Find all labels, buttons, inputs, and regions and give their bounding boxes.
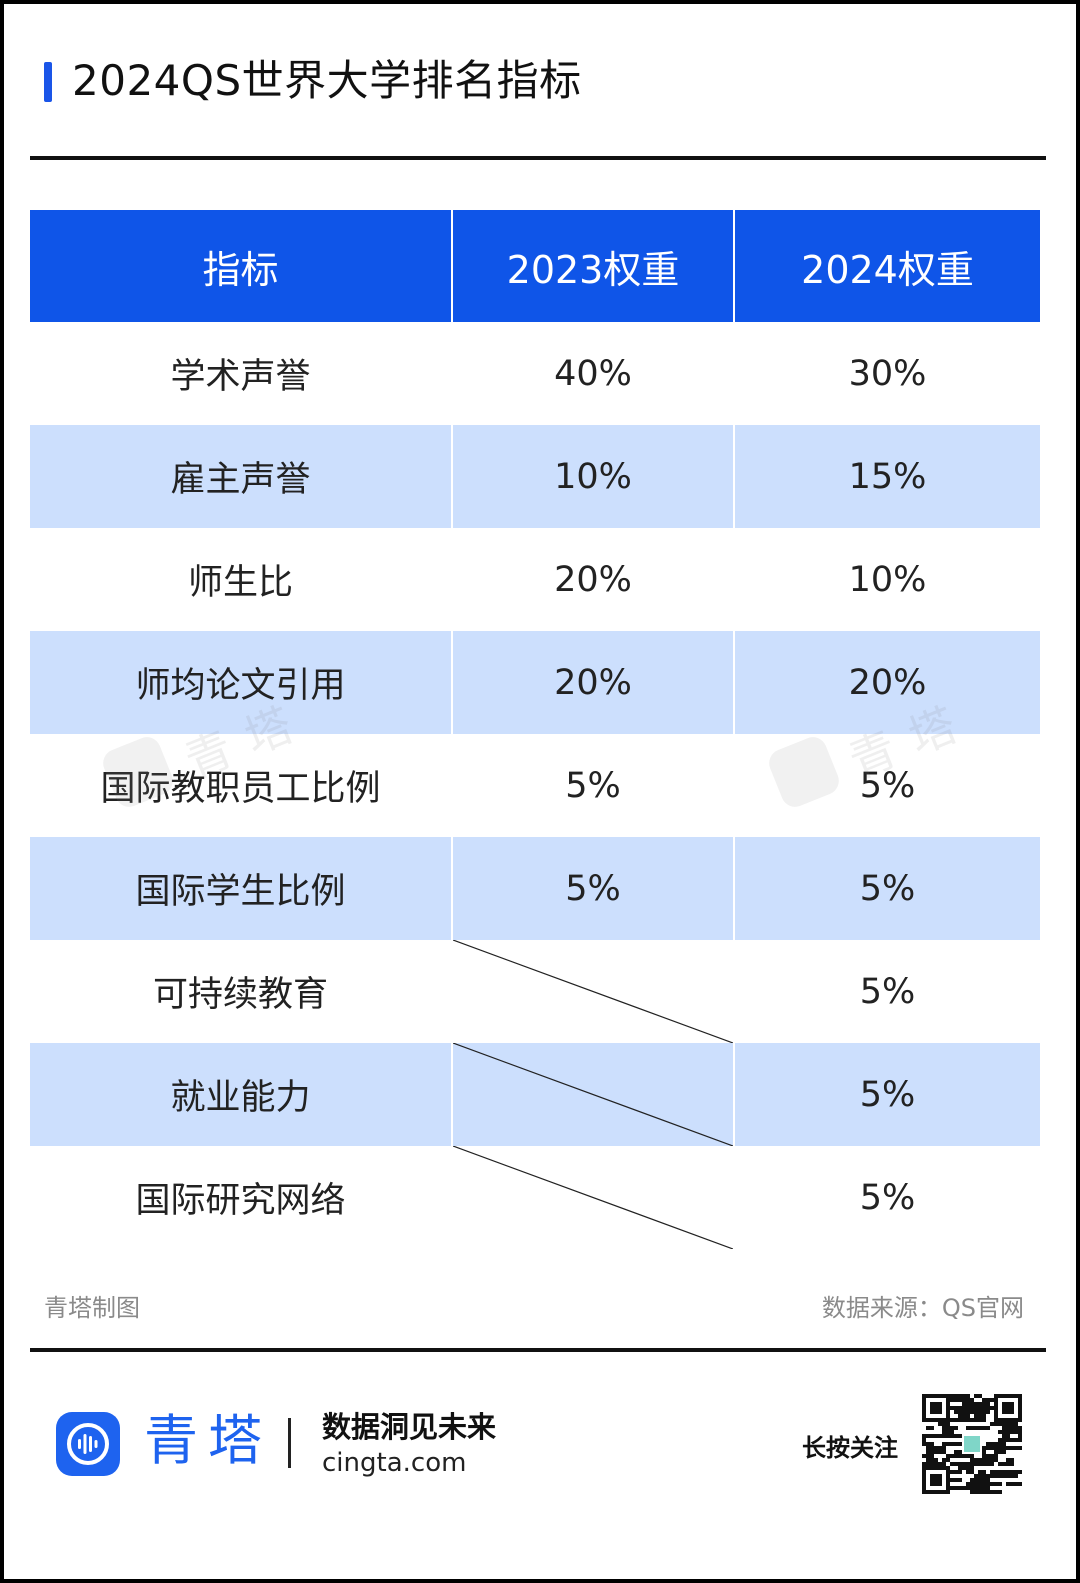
diagonal-slash [453,1043,733,1146]
diagonal-slash [453,1146,733,1249]
data-source: 数据来源：QS官网 [821,1294,1024,1322]
indicator-cell: 雇主声誉 [30,425,452,528]
table-row: 可持续教育 5% [30,940,1040,1043]
weight-2024-cell: 5% [733,837,1040,940]
weight-2024-cell: 30% [733,322,1040,425]
brand-site-link[interactable]: cingta.com [322,1448,467,1478]
not-applicable-cell [451,940,734,1043]
follow-prompt: 长按关注 [802,1434,898,1462]
table-row: 国际教职员工比例 5% 5% [30,734,1040,837]
indicator-cell: 国际研究网络 [135,1181,346,1221]
weight-2024-cell: 5% [733,1146,1040,1249]
weight-2024-cell: 15% [733,425,1040,528]
weight-2023-cell: 20% [451,528,734,631]
table-row: 师均论文引用 20% 20% [30,631,1040,734]
header-indicator: 指标 [30,210,452,322]
bottom-divider [30,1348,1046,1352]
weight-2023-cell: 5% [451,734,734,837]
table-row: 师生比 20% 10% [30,528,1040,631]
table-row: 学术声誉 40% 30% [30,322,1040,425]
top-divider [30,156,1046,160]
not-applicable-cell [451,1043,734,1146]
table-body: 学术声誉 40% 30% 雇主声誉 10% 15% 师生比 20% 10% 师均论文引用 20% 20… [30,322,1040,1249]
brand-slogan: 数据洞见未来 [322,1410,497,1444]
diagonal-slash [453,940,733,1043]
table-row: 国际学生比例 5% 5% [30,837,1040,940]
brand-name: 青塔 [144,1409,272,1472]
weight-2023-cell: 10% [451,425,734,528]
header-2024-weight: 2024权重 [733,210,1040,322]
page-title: 2024QS世界大学排名指标 [72,56,582,105]
indicator-cell: 国际教职员工比例 [100,769,381,809]
weight-2023-cell: 20% [451,631,734,734]
weight-2024-cell: 10% [733,528,1040,631]
table-row: 国际研究网络 5% [30,1146,1040,1249]
header-2023-weight: 2023权重 [451,210,734,322]
not-applicable-cell [451,1146,734,1249]
weights-table: 指标 2023权重 2024权重 学术声誉 40% 30% 雇主声誉 10% 15% 师生比… [30,210,1040,1249]
weight-2023-cell: 5% [451,837,734,940]
indicator-cell: 可持续教育 [152,975,328,1015]
indicator-cell: 师均论文引用 [30,631,452,734]
weight-2024-cell: 20% [733,631,1040,734]
weight-2024-cell: 5% [733,734,1040,837]
chart-credit: 青塔制图 [44,1294,140,1322]
weight-2024-cell: 5% [733,1043,1040,1146]
table-row: 就业能力 5% [30,1043,1040,1146]
indicator-cell: 师生比 [187,563,293,603]
table-header-row: 指标 2023权重 2024权重 [30,210,1040,322]
brand-divider [288,1418,291,1468]
qr-code-icon[interactable] [922,1394,1022,1494]
title-accent-bar [44,62,52,102]
indicator-cell: 就业能力 [30,1043,452,1146]
weight-2024-cell: 5% [733,940,1040,1043]
weight-2023-cell: 40% [451,322,734,425]
indicator-cell: 国际学生比例 [30,837,452,940]
table-row: 雇主声誉 10% 15% [30,425,1040,528]
indicator-cell: 学术声誉 [170,357,311,397]
cingta-logo-icon [56,1412,120,1476]
